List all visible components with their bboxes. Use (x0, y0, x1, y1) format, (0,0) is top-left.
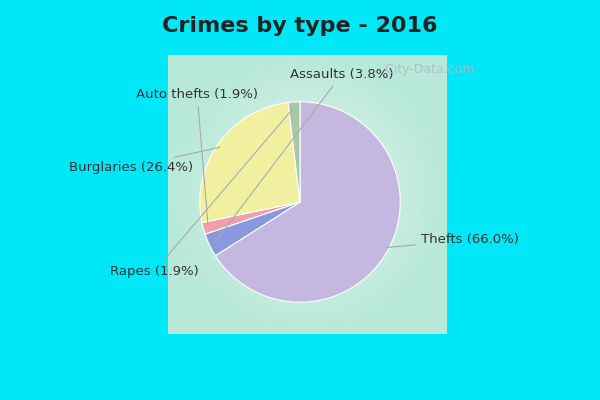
Text: City-Data.com: City-Data.com (377, 63, 474, 76)
Wedge shape (205, 202, 300, 256)
Text: Rapes (1.9%): Rapes (1.9%) (110, 109, 293, 278)
Text: Crimes by type - 2016: Crimes by type - 2016 (162, 16, 438, 36)
Text: Burglaries (26.4%): Burglaries (26.4%) (68, 147, 220, 174)
Wedge shape (200, 102, 300, 223)
Wedge shape (288, 102, 300, 202)
Text: Thefts (66.0%): Thefts (66.0%) (386, 233, 519, 248)
Text: Auto thefts (1.9%): Auto thefts (1.9%) (136, 88, 258, 224)
Text: Assaults (3.8%): Assaults (3.8%) (216, 68, 394, 241)
Wedge shape (202, 202, 300, 234)
Wedge shape (215, 102, 400, 302)
